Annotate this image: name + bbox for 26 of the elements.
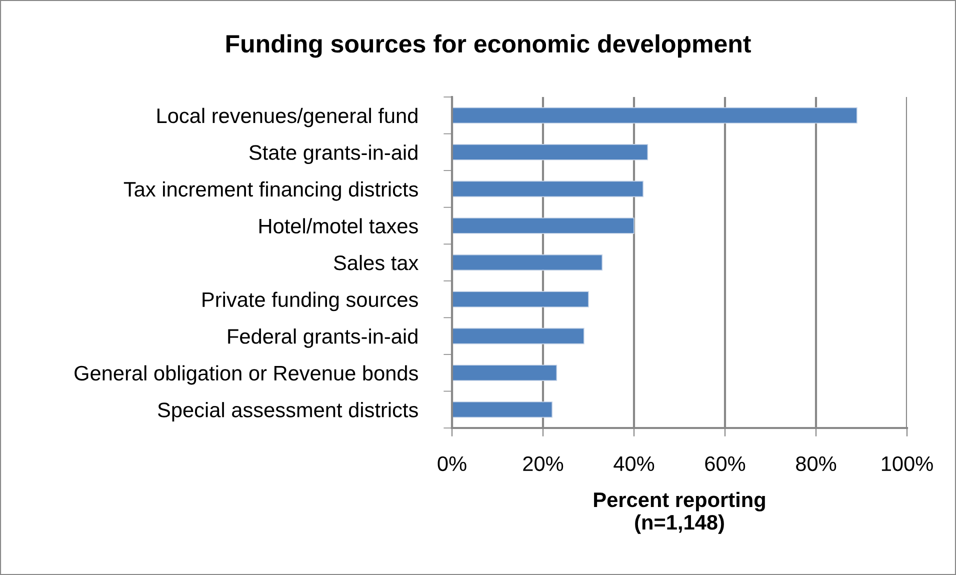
x-tick-label: 20% — [523, 456, 564, 472]
bar — [452, 180, 644, 198]
bar — [452, 328, 584, 344]
bar — [452, 364, 558, 381]
bar — [452, 144, 648, 160]
y-tick-label: Federal grants-in-aid — [228, 328, 418, 348]
y-tick-label: Tax increment financing districts — [124, 181, 418, 201]
y-tick-label: Sales tax — [334, 254, 418, 270]
y-tick-label: General obligation or Revenue bonds — [74, 365, 418, 385]
x-tick-label: 40% — [614, 456, 654, 472]
x-axis-title: Percent reporting (n=1,148) — [594, 492, 765, 534]
bar — [452, 107, 858, 124]
bar — [452, 291, 589, 308]
y-tick-label: Private funding sources — [202, 292, 418, 312]
y-tick-label: Hotel/motel taxes — [259, 218, 418, 234]
x-tick-label: 100% — [882, 456, 933, 472]
x-tick-label: 0% — [438, 456, 466, 472]
x-tick-label: 80% — [796, 456, 836, 472]
y-tick-label: Special assessment districts — [158, 402, 418, 422]
x-tick-label: 60% — [705, 456, 746, 472]
bar — [452, 218, 634, 234]
bar — [452, 254, 603, 271]
bar — [452, 401, 553, 418]
y-tick-label: State grants-in-aid — [249, 144, 418, 164]
y-tick-label: Local revenues/general fund — [157, 108, 418, 128]
chart-title: Funding sources for economic development — [226, 34, 751, 58]
